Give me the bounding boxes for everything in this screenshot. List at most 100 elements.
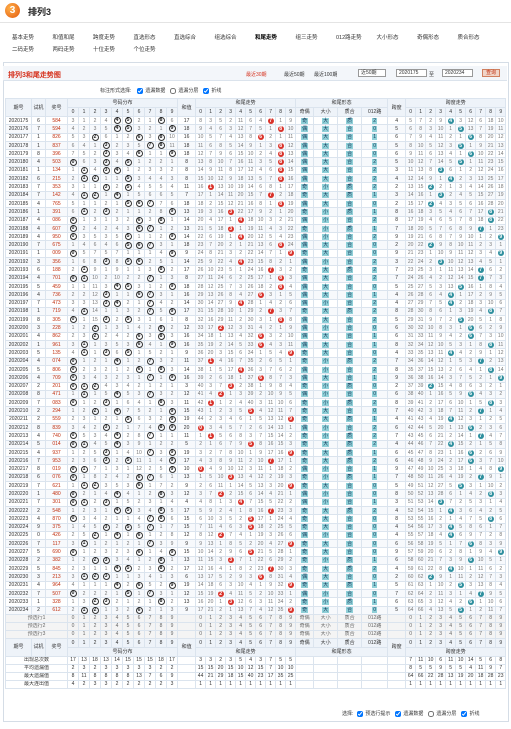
preselect-digit[interactable]: 3 [225,629,237,639]
preselect-digit[interactable]: 5 [122,613,134,623]
preselect-digit[interactable]: 2 [89,621,101,631]
preselect-digit[interactable]: 6 [133,629,145,639]
preselect-digit[interactable]: 0 [195,621,207,631]
preselect-digit[interactable]: 9 [285,613,297,623]
preselect-digit[interactable]: 8 [155,613,167,623]
preselect-digit[interactable]: 8 [275,613,287,623]
nav-link[interactable]: 质合形态 [457,35,480,41]
preselect-digit[interactable]: 9 [495,613,507,623]
preselect-form[interactable]: 质合 [337,613,363,623]
preselect-digit[interactable]: 5 [245,613,257,623]
nav-link[interactable]: 二码走势 [12,47,35,53]
preselect-digit[interactable]: 2 [89,629,101,639]
nav-link[interactable]: 跨度走势 [93,35,116,41]
preselect-digit[interactable]: 4 [445,621,457,631]
preselect-digit[interactable]: 7 [144,629,156,639]
preselect-digit[interactable]: 9 [495,621,507,631]
preselect-digit[interactable]: 1 [415,613,427,623]
preselect-digit[interactable]: 9 [285,629,297,639]
period-select[interactable]: 近50期 [358,69,386,77]
preselect-digit[interactable]: 2 [215,613,227,623]
preselect-digit[interactable]: 4 [445,613,457,623]
preselect-digit[interactable]: 2 [89,613,101,623]
preselect-digit[interactable]: 1 [415,629,427,639]
preselect-form[interactable]: 大小 [313,613,339,623]
nav-link[interactable]: 奇偶形态 [417,35,440,41]
preselect-digit[interactable]: 7 [265,629,277,639]
recent-link[interactable]: 最近100期 [314,72,338,78]
preselect-digit[interactable]: 8 [485,621,497,631]
preselect-digit[interactable]: 4 [235,613,247,623]
preselect-digit[interactable]: 8 [155,621,167,631]
preselect-digit[interactable]: 4 [235,621,247,631]
preselect-digit[interactable]: 0 [405,629,417,639]
preselect-form[interactable]: 质合 [337,629,363,639]
preselect-digit[interactable]: 1 [415,621,427,631]
preselect-digit[interactable]: 0 [195,629,207,639]
preselect-digit[interactable]: 0 [405,613,417,623]
preselect-digit[interactable]: 6 [255,621,267,631]
preselect-digit[interactable]: 8 [155,629,167,639]
preselect-digit[interactable]: 6 [465,621,477,631]
preselect-digit[interactable]: 2 [425,621,437,631]
from-input[interactable]: 2020175 [396,69,427,77]
preselect-digit[interactable]: 1 [205,629,217,639]
preselect-digit[interactable]: 7 [144,613,156,623]
preselect-digit[interactable]: 4 [445,629,457,639]
checkbox[interactable] [395,710,402,717]
preselect-digit[interactable]: 0 [67,629,79,639]
preselect-digit[interactable]: 6 [255,613,267,623]
nav-link[interactable]: 基本走势 [12,35,35,41]
preselect-digit[interactable]: 8 [485,629,497,639]
preselect-form[interactable]: 奇偶 [295,629,315,639]
preselect-digit[interactable]: 5 [455,629,467,639]
nav-link[interactable]: 组三走势 [295,35,318,41]
preselect-form[interactable]: 奇偶 [295,613,315,623]
preselect-digit[interactable]: 0 [67,621,79,631]
preselect-digit[interactable]: 1 [205,613,217,623]
preselect-digit[interactable]: 9 [285,621,297,631]
preselect-digit[interactable]: 3 [100,613,112,623]
preselect-digit[interactable]: 2 [425,613,437,623]
nav-link[interactable]: 012路走势 [336,35,362,41]
nav-link[interactable]: 组选综合 [214,35,237,41]
preselect-digit[interactable]: 3 [100,621,112,631]
preselect-form[interactable]: 大小 [313,629,339,639]
query-button[interactable]: 查询 [482,69,501,77]
to-input[interactable]: 2020234 [442,69,473,77]
preselect-digit[interactable]: 3 [435,613,447,623]
preselect-digit[interactable]: 7 [475,629,487,639]
preselect-digit[interactable]: 3 [435,621,447,631]
preselect-digit[interactable]: 7 [265,621,277,631]
preselect-digit[interactable]: 3 [225,613,237,623]
preselect-digit[interactable]: 9 [165,613,179,623]
preselect-form[interactable]: 012路 [361,621,389,631]
nav-link[interactable]: 直选综合 [174,35,197,41]
nav-link[interactable]: 个位走势 [133,47,156,53]
checkbox[interactable] [428,710,435,717]
preselect-digit[interactable]: 2 [215,621,227,631]
preselect-form[interactable]: 质合 [337,621,363,631]
checkbox[interactable] [137,87,144,94]
preselect-digit[interactable]: 8 [275,629,287,639]
preselect-digit[interactable]: 9 [495,629,507,639]
preselect-form[interactable]: 012路 [361,629,389,639]
checkbox[interactable] [357,710,364,717]
preselect-digit[interactable]: 1 [205,621,217,631]
recent-link[interactable]: 最近50期 [284,72,305,78]
nav-link[interactable]: 大小形态 [376,35,399,41]
preselect-digit[interactable]: 3 [100,629,112,639]
preselect-form[interactable]: 奇偶 [295,621,315,631]
preselect-digit[interactable]: 5 [455,621,467,631]
preselect-digit[interactable]: 6 [133,613,145,623]
preselect-digit[interactable]: 5 [245,621,257,631]
preselect-digit[interactable]: 3 [435,629,447,639]
preselect-digit[interactable]: 2 [425,629,437,639]
nav-link[interactable]: 和值和尾 [52,35,75,41]
preselect-digit[interactable]: 4 [235,629,247,639]
checkbox[interactable] [461,710,468,717]
checkbox[interactable] [170,87,177,94]
preselect-digit[interactable]: 4 [111,621,123,631]
preselect-digit[interactable]: 9 [165,621,179,631]
recent-link[interactable]: 最近30期 [246,72,267,78]
